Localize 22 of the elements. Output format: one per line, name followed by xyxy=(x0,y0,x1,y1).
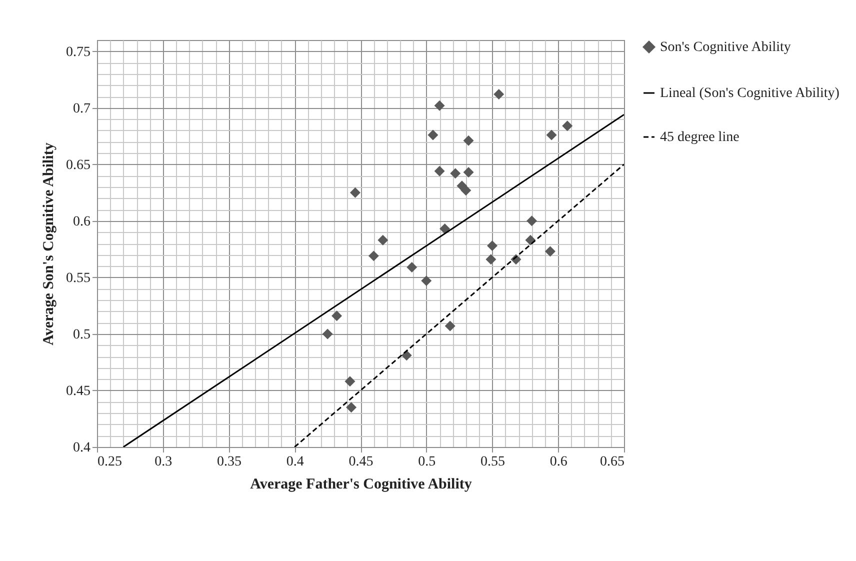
x-tick-label: 0.25 xyxy=(98,454,122,470)
y-tick-label: 0.75 xyxy=(66,44,90,60)
x-tick-label: 0.55 xyxy=(480,454,505,470)
x-axis-title: Average Father's Cognitive Ability xyxy=(250,476,472,492)
x-tick-label: 0.5 xyxy=(418,454,436,470)
y-axis-title: Average Son's Cognitive Ability xyxy=(41,142,57,346)
y-tick-label: 0.6 xyxy=(73,214,90,230)
y-tick-label: 0.45 xyxy=(66,384,90,399)
y-tick-label: 0.55 xyxy=(66,270,90,286)
y-tick-label: 0.4 xyxy=(73,440,90,456)
y-tick-label: 0.65 xyxy=(66,158,90,173)
y-tick-label: 0.5 xyxy=(73,327,90,342)
legend-label: Lineal (Son's Cognitive Ability) xyxy=(660,86,840,101)
x-tick-label: 0.6 xyxy=(550,454,568,470)
legend-label: 45 degree line xyxy=(660,130,740,145)
x-tick-label: 0.3 xyxy=(154,454,172,470)
legend-label: Son's Cognitive Ability xyxy=(660,40,791,55)
x-tick-label: 0.45 xyxy=(348,454,374,470)
y-tick-label: 0.7 xyxy=(73,101,90,116)
x-tick-label: 0.35 xyxy=(217,454,242,470)
x-tick-label: 0.65 xyxy=(600,454,624,470)
x-tick-label: 0.4 xyxy=(286,454,304,470)
